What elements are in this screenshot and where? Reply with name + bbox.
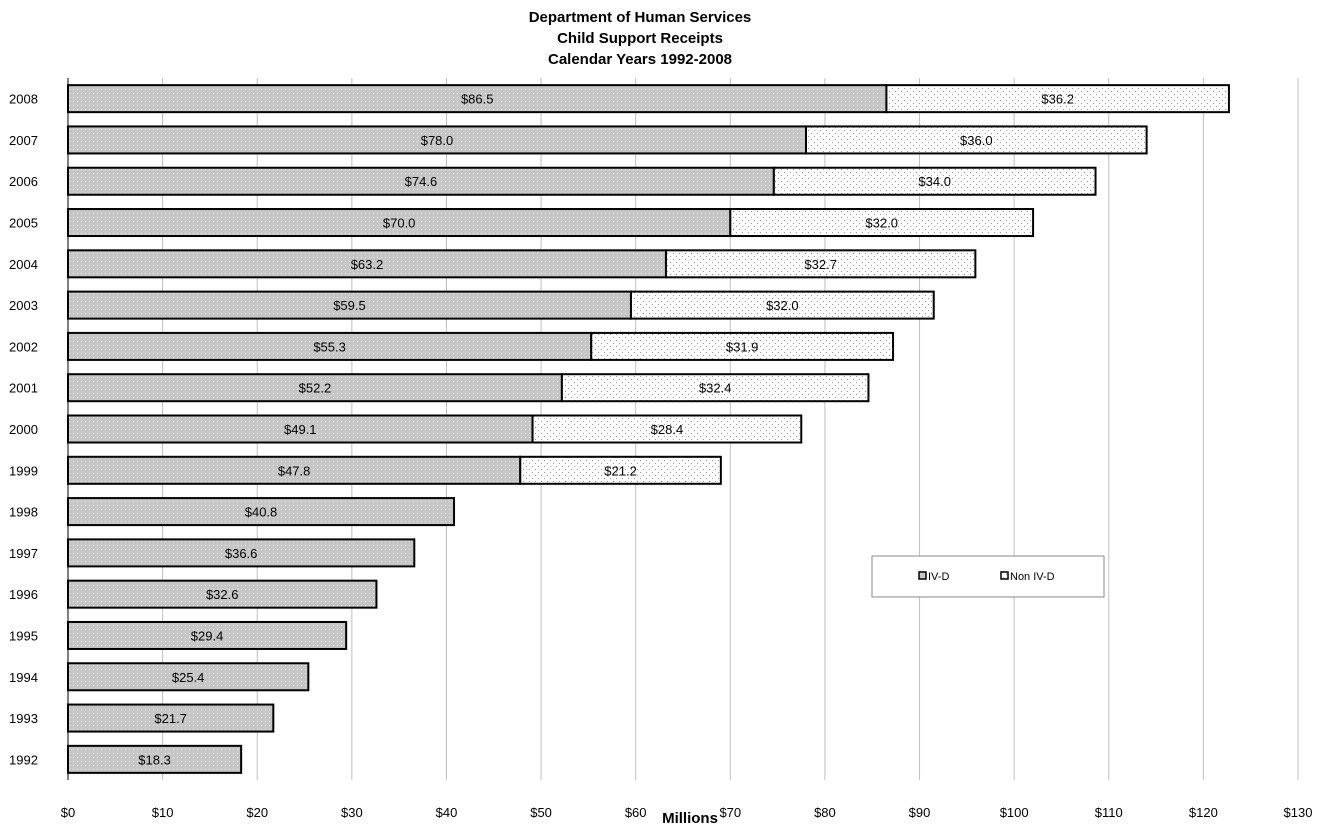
legend: IV-D Non IV-D [871,555,1105,598]
data-label-ivd: $86.5 [461,92,494,107]
data-label-ivd: $74.6 [405,174,438,189]
bar-non-ivd [629,290,935,320]
x-tick-label: $30 [341,805,363,820]
x-tick-label: $40 [436,805,458,820]
category-label: 2003 [9,298,38,313]
category-label: 1997 [9,546,38,561]
legend-swatch-non-ivd [1000,571,1009,580]
data-label-non-ivd: $36.2 [1041,92,1074,107]
data-label-ivd: $49.1 [284,422,317,437]
category-label: 2000 [9,422,38,437]
x-tick-label: $90 [909,805,931,820]
x-tick-label: $80 [814,805,836,820]
category-label: 1995 [9,628,38,643]
data-label-non-ivd: $32.7 [804,257,837,272]
data-label-non-ivd: $34.0 [918,174,951,189]
x-tick-label: $100 [1000,805,1029,820]
data-label-ivd: $32.6 [206,587,239,602]
x-tick-label: $20 [246,805,268,820]
data-label-ivd: $29.4 [191,628,224,643]
category-label: 1999 [9,463,38,478]
data-label-ivd: $78.0 [421,133,454,148]
category-label: 1998 [9,505,38,520]
data-label-non-ivd: $32.0 [766,298,799,313]
x-tick-label: $120 [1189,805,1218,820]
category-label: 2006 [9,174,38,189]
data-label-ivd: $47.8 [278,463,311,478]
data-label-non-ivd: $36.0 [960,133,993,148]
x-tick-labels-group: $0 $10 $20 $30 $40 $50 $60 $70 $80 $90 $100 $110 $12… [61,805,1313,820]
data-label-ivd: $21.7 [154,711,187,726]
data-labels-group: $86.5 $36.2 $78.0 $36.0 $74.6 $34.0 $70.0 $32.0… [138,92,1074,768]
x-axis-title: Millions [662,810,718,827]
x-tick-label: $0 [61,805,75,820]
category-label: 2008 [9,92,38,107]
bar-ivd [67,249,667,279]
bar-ivd [67,290,632,320]
category-label: 1994 [9,670,38,685]
bar-non-ivd [531,414,803,444]
category-label: 1993 [9,711,38,726]
bar-non-ivd [519,455,722,485]
bar-ivd [67,414,534,444]
data-label-ivd: $63.2 [351,257,384,272]
chart-title: Department of Human Services Child Suppo… [529,9,752,68]
data-label-ivd: $25.4 [172,670,205,685]
bars-group [67,84,1230,774]
bar-non-ivd [805,125,1148,155]
category-label: 2005 [9,216,38,231]
data-label-non-ivd: $32.4 [699,381,732,396]
data-label-non-ivd: $21.2 [604,463,637,478]
data-label-ivd: $36.6 [225,546,258,561]
bar-non-ivd [772,166,1097,196]
chart-title-line-2: Child Support Receipts [557,30,723,47]
bar-ivd [67,703,275,733]
bar-non-ivd [885,84,1230,114]
legend-label-ivd: IV-D [928,571,949,583]
category-label: 2002 [9,339,38,354]
x-tick-label: $110 [1095,805,1123,820]
bar-non-ivd [729,208,1035,238]
category-label: 1992 [9,752,38,767]
bar-non-ivd [560,373,870,403]
legend-swatch-ivd [918,571,927,580]
x-tick-label: $60 [625,805,647,820]
bar-ivd [67,455,522,485]
chart-title-line-3: Calendar Years 1992-2008 [548,51,732,68]
category-label: 2007 [9,133,38,148]
bar-ivd [67,538,416,568]
x-tick-label: $10 [152,805,174,820]
bar-ivd [67,579,378,609]
data-label-ivd: $52.2 [299,381,332,396]
bar-non-ivd [590,331,895,361]
data-label-ivd: $40.8 [245,505,278,520]
bar-non-ivd [664,249,977,279]
data-label-ivd: $55.3 [313,339,346,354]
x-tick-label: $130 [1284,805,1313,820]
data-label-ivd: $59.5 [333,298,366,313]
data-label-non-ivd: $28.4 [651,422,684,437]
category-labels-group: 2008 2007 2006 2005 2004 2003 2002 2001 2000 1999… [9,92,38,768]
bar-ivd [67,662,310,692]
data-label-ivd: $18.3 [138,752,171,767]
legend-box [871,555,1105,598]
data-label-non-ivd: $31.9 [726,339,759,354]
category-label: 1996 [9,587,38,602]
category-label: 2001 [9,381,38,396]
category-label: 2004 [9,257,38,272]
data-label-non-ivd: $32.0 [865,216,898,231]
chart-title-line-1: Department of Human Services [529,9,752,26]
bar-ivd [67,744,243,774]
x-tick-label: $50 [530,805,552,820]
data-label-ivd: $70.0 [383,216,416,231]
x-tick-label: $70 [719,805,741,820]
legend-label-non-ivd: Non IV-D [1010,571,1055,583]
